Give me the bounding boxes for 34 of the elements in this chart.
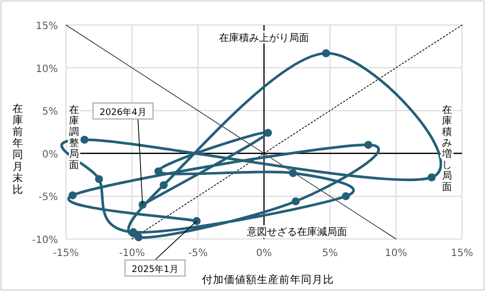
x-tick-label: -10% — [119, 248, 145, 259]
point — [192, 217, 201, 226]
point — [68, 191, 77, 200]
point — [95, 175, 103, 184]
point — [322, 49, 330, 58]
point — [364, 140, 372, 149]
x-axis-title: 付加価値額生産前年同月比 — [202, 273, 334, 286]
point — [292, 197, 300, 206]
y-tick-label: 15% — [36, 21, 58, 32]
annotation: 2025年1月 — [132, 264, 178, 275]
annotation: 2026年4月 — [100, 107, 146, 118]
annotation: 在庫調整局面 — [69, 104, 79, 171]
point — [264, 128, 272, 137]
x-tick-label: 10% — [384, 248, 408, 259]
x-tick-label: 5% — [322, 248, 338, 259]
y-tick-label: 10% — [36, 64, 58, 75]
x-tick-label: 15% — [450, 248, 474, 259]
y-axis-title: 在庫前年同月末比 — [12, 103, 24, 196]
x-tick-label: -15% — [53, 248, 79, 259]
point — [342, 192, 350, 200]
point — [134, 233, 143, 242]
point — [154, 167, 162, 176]
point — [129, 228, 138, 236]
point — [80, 136, 88, 144]
point — [160, 181, 168, 190]
x-tick-label: -5% — [188, 248, 208, 259]
y-tick-label: 0% — [42, 149, 58, 160]
y-tick-label: -5% — [38, 192, 58, 204]
point — [289, 169, 298, 178]
point — [138, 200, 147, 209]
point — [428, 173, 436, 182]
x-tick-label: 0% — [256, 248, 272, 259]
y-tick-label: -10% — [32, 235, 58, 246]
y-tick-label: 5% — [42, 106, 58, 118]
